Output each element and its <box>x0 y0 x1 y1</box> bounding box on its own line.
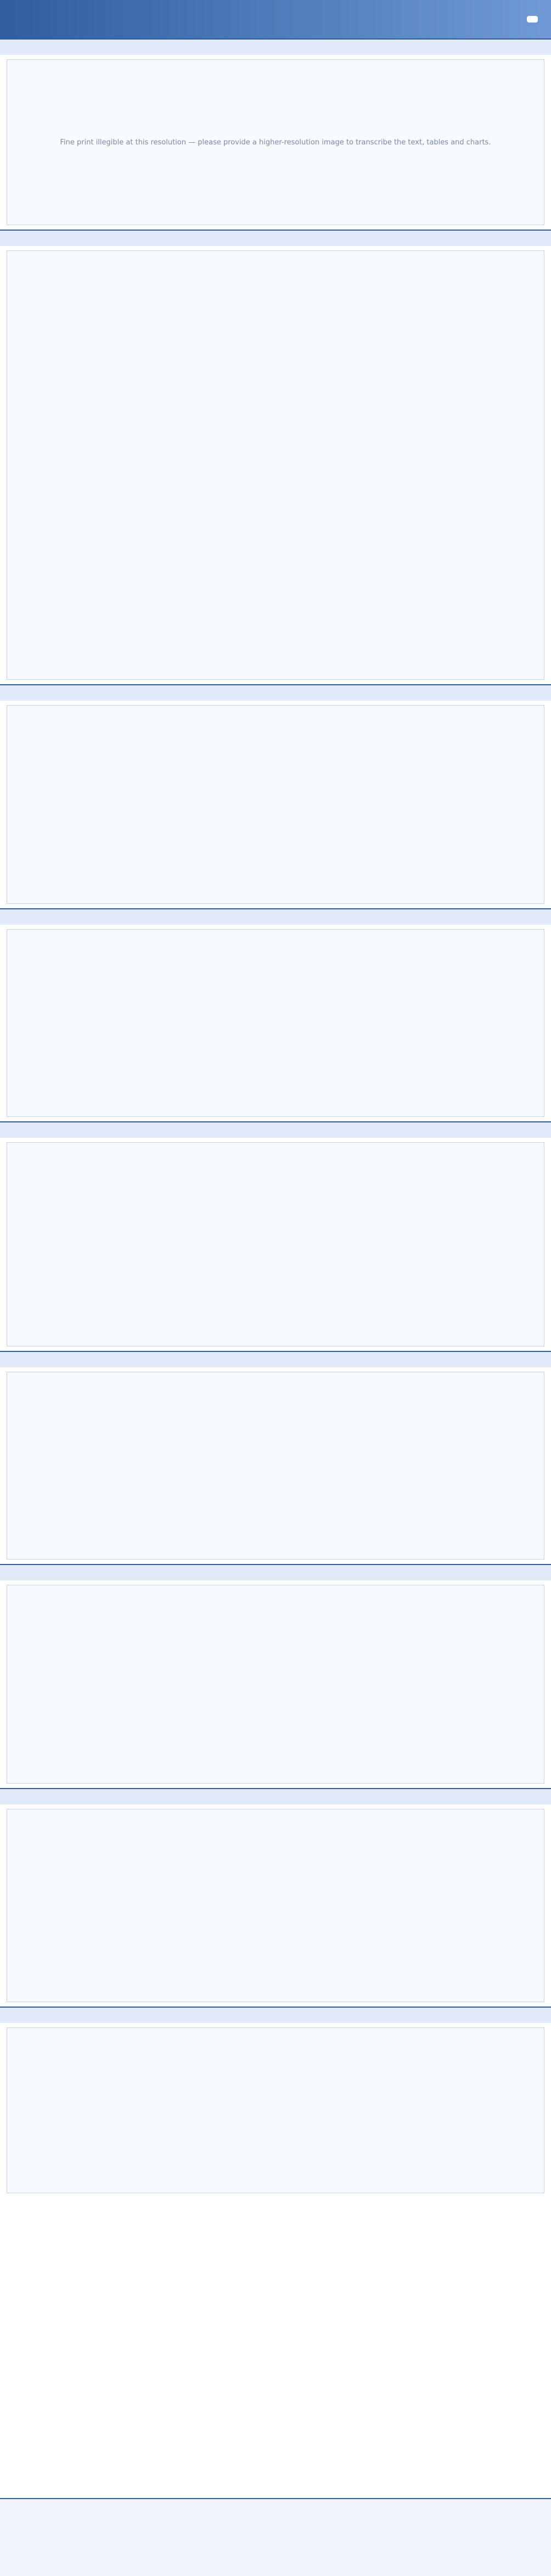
chart-1 <box>7 705 544 904</box>
section-chart-3 <box>0 1121 551 1138</box>
section-market-table <box>0 230 551 246</box>
disclaimer-footer <box>0 2498 551 2576</box>
chart-4 <box>7 1372 544 1560</box>
section-chart-4 <box>0 1351 551 1367</box>
chart-5 <box>7 1585 544 1784</box>
company-logo <box>527 16 538 23</box>
section-viewpoint <box>0 38 551 55</box>
section-spread-table <box>0 2007 551 2023</box>
market-table <box>7 250 544 680</box>
illegible-notice: Fine print illegible at this resolution … <box>60 138 491 147</box>
section-chart-1 <box>0 684 551 701</box>
section-chart-5 <box>0 1564 551 1580</box>
chart-2 <box>7 929 544 1117</box>
report-header <box>0 0 551 38</box>
spread-table <box>7 2027 544 2193</box>
chart-6 <box>7 1809 544 2002</box>
viewpoint-text: Fine print illegible at this resolution … <box>7 59 544 225</box>
chart-3 <box>7 1142 544 1346</box>
section-chart-6 <box>0 1788 551 1804</box>
section-chart-2 <box>0 908 551 925</box>
